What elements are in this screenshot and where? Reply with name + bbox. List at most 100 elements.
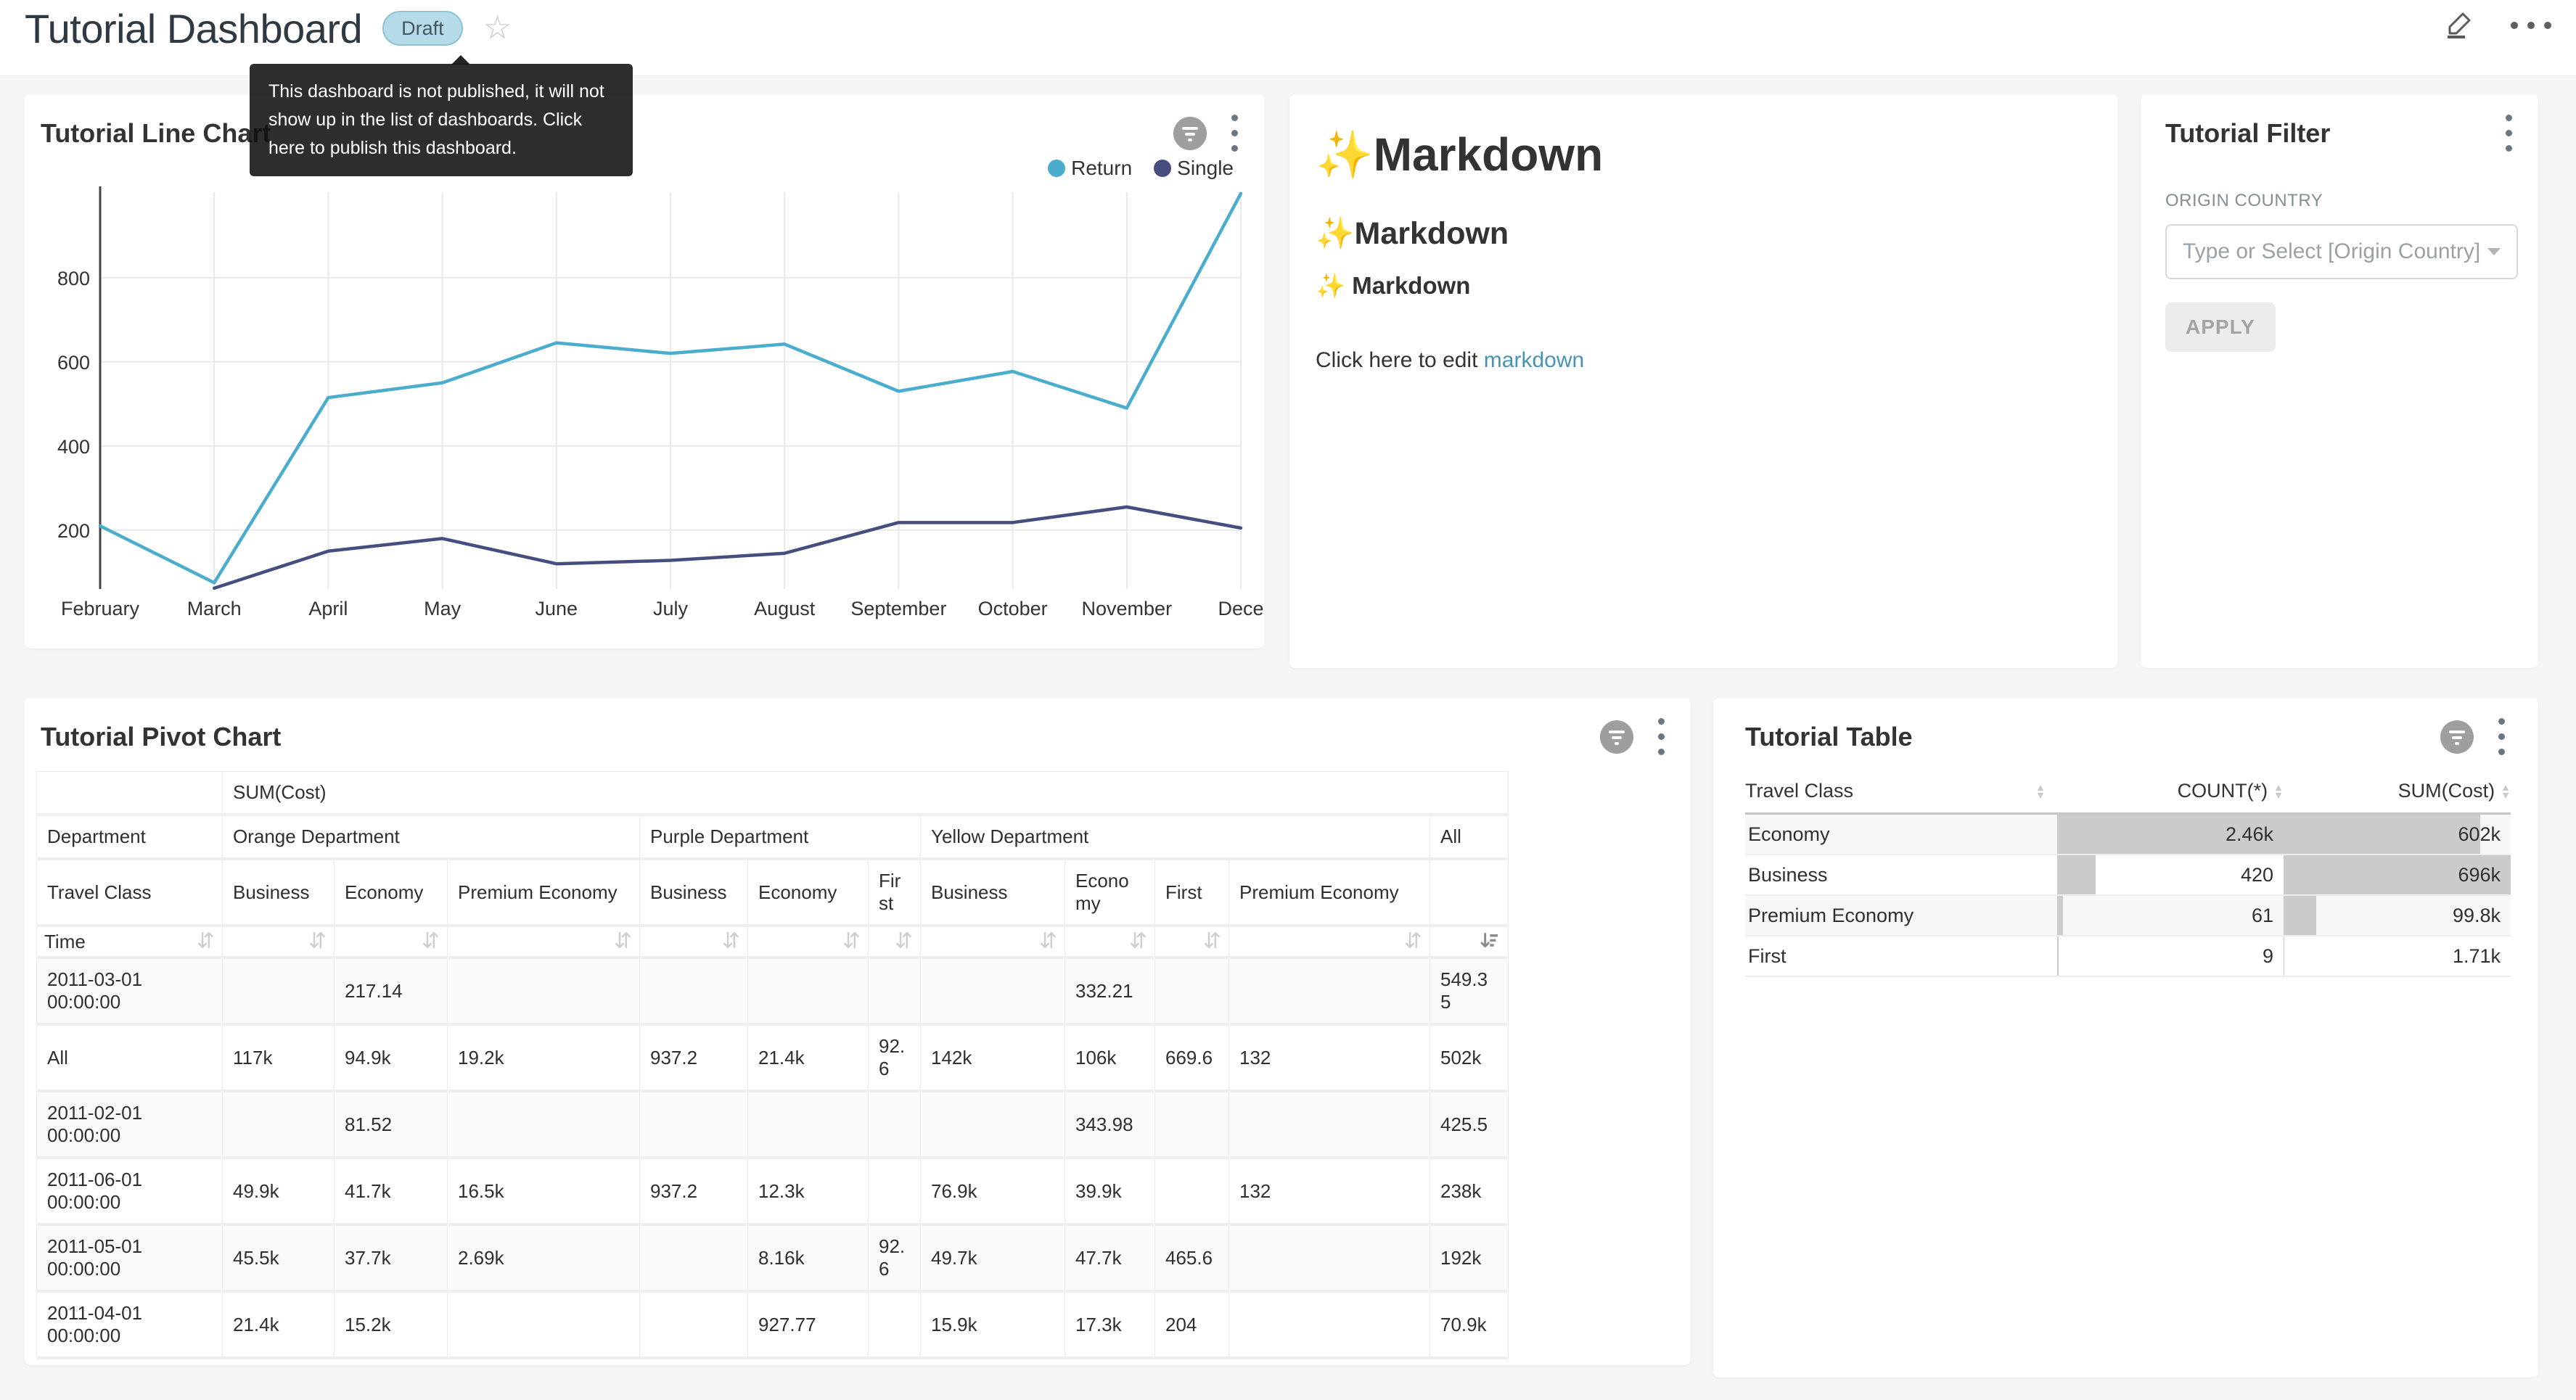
table-header-count-[interactable]: COUNT(*)▲▼ xyxy=(2057,767,2284,814)
pivot-cell: 21.4k xyxy=(223,1291,335,1358)
x-axis-tick: April xyxy=(308,598,348,619)
status-badge[interactable]: Draft xyxy=(382,11,463,46)
markdown-panel: ✨Markdown ✨Markdown ✨ Markdown Click her… xyxy=(1289,94,2117,668)
pivot-cell: 465.6 xyxy=(1155,1224,1229,1291)
sort-icon[interactable]: ⇵ xyxy=(1203,931,1221,952)
table-row: Premium Economy6199.8k xyxy=(1745,895,2511,936)
sum-cell: 1.71k xyxy=(2284,936,2511,976)
pivot-cell: 92.6 xyxy=(869,1224,921,1291)
applied-filters-icon[interactable] xyxy=(1600,720,1633,754)
table-header-sum-cost-[interactable]: SUM(Cost) ▲▼ xyxy=(2284,767,2511,814)
sort-icon[interactable]: ⇵ xyxy=(842,931,861,952)
pivot-cell xyxy=(640,1291,748,1358)
pivot-cell xyxy=(223,1091,335,1158)
pivot-cell xyxy=(748,958,869,1024)
legend-item-single[interactable]: Single xyxy=(1154,157,1234,180)
cell-value: 9 xyxy=(2057,945,2284,968)
pivot-col-header: Economy xyxy=(748,859,869,926)
pivot-cell xyxy=(1229,1091,1430,1158)
y-axis-tick: 400 xyxy=(57,436,90,458)
pivot-cell: 70.9k xyxy=(1430,1291,1509,1358)
sort-icon[interactable]: ⇵ xyxy=(614,931,632,952)
table-row: First91.71k xyxy=(1745,936,2511,976)
legend-dot xyxy=(1154,160,1171,177)
pivot-col-header: Premium Economy xyxy=(448,859,640,926)
pivot-cell: 16.5k xyxy=(448,1158,640,1224)
pivot-cell: 332.21 xyxy=(1065,958,1155,1024)
sort-icon[interactable]: ⇵ xyxy=(1404,931,1422,952)
pivot-cell xyxy=(869,1158,921,1224)
travel-class-cell: First xyxy=(1745,936,2057,976)
pivot-cell: 45.5k xyxy=(223,1224,335,1291)
chart-kebab-icon[interactable] xyxy=(1654,717,1669,757)
applied-filters-icon[interactable] xyxy=(1173,117,1207,150)
sort-icon[interactable]: ⇵ xyxy=(895,931,913,952)
pivot-cell: 549.35 xyxy=(1430,958,1509,1024)
sort-icon[interactable]: ⇵ xyxy=(722,931,740,952)
pivot-row: 2011-03-01 00:00:00217.14332.21549.35 xyxy=(37,958,1509,1024)
pivot-cell xyxy=(869,1291,921,1358)
favorite-star-icon[interactable]: ☆ xyxy=(483,12,512,44)
pivot-cell: 106k xyxy=(1065,1024,1155,1091)
tutorial-table: Travel Class▲▼COUNT(*)▲▼ SUM(Cost) ▲▼ Econo… xyxy=(1745,767,2511,977)
pivot-cell xyxy=(1229,1224,1430,1291)
sort-caret-icon[interactable]: ▲▼ xyxy=(2035,783,2046,799)
pivot-cell xyxy=(921,1091,1065,1158)
pivot-cell: 21.4k xyxy=(748,1024,869,1091)
x-axis-tick: July xyxy=(653,598,689,619)
sort-icon[interactable]: ⇵ xyxy=(1039,931,1057,952)
sort-desc-active-icon[interactable] xyxy=(1437,930,1501,953)
y-axis-tick: 200 xyxy=(57,520,90,542)
tooltip-arrow xyxy=(451,55,470,65)
pivot-row-label: 2011-06-01 00:00:00 xyxy=(37,1158,223,1224)
sort-caret-icon[interactable]: ▲▼ xyxy=(2273,783,2284,799)
pivot-cell: 12.3k xyxy=(748,1158,869,1224)
pivot-cell: 2.69k xyxy=(448,1224,640,1291)
legend-item-return[interactable]: Return xyxy=(1048,157,1132,180)
markdown-edit-link[interactable]: markdown xyxy=(1484,348,1584,372)
filter-kebab-icon[interactable] xyxy=(2501,113,2516,153)
x-axis-tick: Dece xyxy=(1218,598,1263,619)
table-header-travel-class[interactable]: Travel Class▲▼ xyxy=(1745,767,2057,814)
pivot-row-label: All xyxy=(37,1024,223,1091)
origin-country-select[interactable]: Type or Select [Origin Country] xyxy=(2165,224,2518,279)
table-row: Economy2.46k602k xyxy=(1745,814,2511,855)
pivot-cell: 92.6 xyxy=(869,1024,921,1091)
series-line-single[interactable] xyxy=(214,507,1241,588)
legend-label: Return xyxy=(1071,157,1132,180)
pivot-group-header: Orange Department xyxy=(223,815,640,859)
pivot-cell xyxy=(1229,1291,1430,1358)
pivot-cell xyxy=(448,958,640,1024)
pivot-corner-cell xyxy=(37,772,223,815)
chevron-down-icon xyxy=(2487,248,2501,255)
travel-class-cell: Economy xyxy=(1745,814,2057,855)
sort-caret-icon[interactable]: ▲▼ xyxy=(2501,783,2511,799)
apply-button[interactable]: APPLY xyxy=(2165,302,2276,352)
more-options-icon[interactable] xyxy=(2511,22,2551,29)
x-axis-tick: October xyxy=(978,598,1048,619)
pivot-metric-header: SUM(Cost) xyxy=(223,772,1509,815)
sort-icon[interactable]: ⇵ xyxy=(1129,931,1147,952)
pivot-cell: 343.98 xyxy=(1065,1091,1155,1158)
pivot-cell: 15.9k xyxy=(921,1291,1065,1358)
sort-icon[interactable]: ⇵ xyxy=(197,931,215,952)
pivot-cell xyxy=(869,958,921,1024)
chart-kebab-icon[interactable] xyxy=(2494,717,2509,757)
pivot-cell: 15.2k xyxy=(335,1291,448,1358)
edit-pencil-icon[interactable] xyxy=(2444,7,2476,43)
pivot-col-header: Business xyxy=(921,859,1065,926)
pivot-cell: 132 xyxy=(1229,1158,1430,1224)
applied-filters-icon[interactable] xyxy=(2440,720,2474,754)
pivot-chart-title: Tutorial Pivot Chart xyxy=(41,722,281,752)
sort-icon[interactable]: ⇵ xyxy=(308,931,327,952)
origin-country-label: ORIGIN COUNTRY xyxy=(2165,191,2518,211)
pivot-row-label: 2011-04-01 00:00:00 xyxy=(37,1291,223,1358)
pivot-col-header: First xyxy=(869,859,921,926)
sort-icon[interactable]: ⇵ xyxy=(422,931,440,952)
pivot-cell: 19.2k xyxy=(448,1024,640,1091)
pivot-cell: 937.2 xyxy=(640,1024,748,1091)
chart-kebab-icon[interactable] xyxy=(1227,113,1242,153)
column-label: SUM(Cost) xyxy=(2398,780,2495,802)
pivot-cell xyxy=(223,958,335,1024)
pivot-col-header: First xyxy=(1155,859,1229,926)
